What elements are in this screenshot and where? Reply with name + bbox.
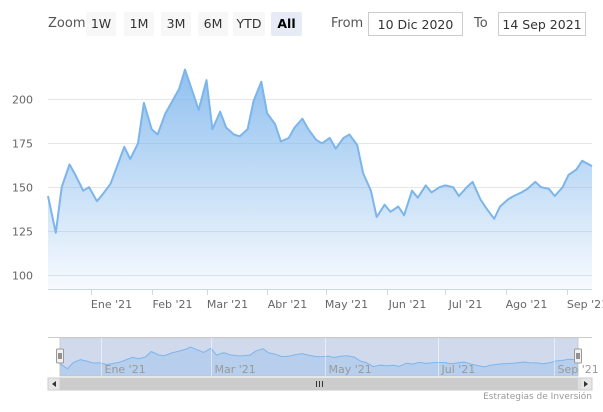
- to-date-input[interactable]: 14 Sep 2021: [498, 12, 586, 36]
- x-tick-label: Sep '21: [567, 298, 603, 311]
- y-tick-label: 175: [12, 138, 33, 151]
- x-tick-label: Jul '21: [448, 298, 483, 311]
- zoom-1m-button[interactable]: 1M: [124, 12, 154, 36]
- navigator-tick-label: Sep '21: [558, 363, 599, 376]
- range-selector: Zoom 1W 1M 3M 6M YTD All From 10 Dic 202…: [0, 0, 603, 46]
- navigator-area: [60, 347, 578, 376]
- from-date-input[interactable]: 10 Dic 2020: [368, 12, 463, 36]
- zoom-ytd-button[interactable]: YTD: [233, 12, 265, 36]
- navigator-tick-label: Ene '21: [105, 363, 146, 376]
- x-tick-label: Ene '21: [91, 298, 132, 311]
- x-tick-label: Abr '21: [268, 298, 308, 311]
- from-label: From: [331, 16, 364, 31]
- chevron-right-icon: [584, 381, 588, 387]
- navigator-tick-label: Mar '21: [215, 363, 256, 376]
- navigator-tick-label: Jul '21: [441, 363, 476, 376]
- y-tick-label: 100: [12, 270, 33, 283]
- y-tick-label: 200: [12, 94, 33, 107]
- navigator-right-handle[interactable]: [574, 348, 582, 364]
- y-tick-label: 125: [12, 226, 33, 239]
- handle-body[interactable]: [574, 348, 582, 364]
- x-tick-label: Ago '21: [506, 298, 548, 311]
- x-tick-label: May '21: [325, 298, 368, 311]
- zoom-label: Zoom: [48, 16, 86, 31]
- y-tick-label: 150: [12, 182, 33, 195]
- chevron-left-icon: [52, 381, 56, 387]
- navigator-left-handle[interactable]: [56, 348, 64, 364]
- x-tick-label: Jun '21: [388, 298, 427, 311]
- x-tick-label: Feb '21: [153, 298, 193, 311]
- price-area: [48, 69, 592, 289]
- navigator-line: [59, 346, 579, 370]
- price-line: [47, 68, 593, 234]
- zoom-3m-button[interactable]: 3M: [161, 12, 191, 36]
- x-tick-label: Mar '21: [207, 298, 248, 311]
- navigator-tick-label: May '21: [329, 363, 372, 376]
- to-label: To: [474, 16, 488, 31]
- handle-body[interactable]: [56, 348, 64, 364]
- zoom-1w-button[interactable]: 1W: [86, 12, 116, 36]
- zoom-6m-button[interactable]: 6M: [198, 12, 228, 36]
- zoom-all-button[interactable]: All: [271, 12, 302, 36]
- credit-label: Estrategias de Inversión: [483, 392, 592, 402]
- scrollbar-grip: [316, 381, 323, 387]
